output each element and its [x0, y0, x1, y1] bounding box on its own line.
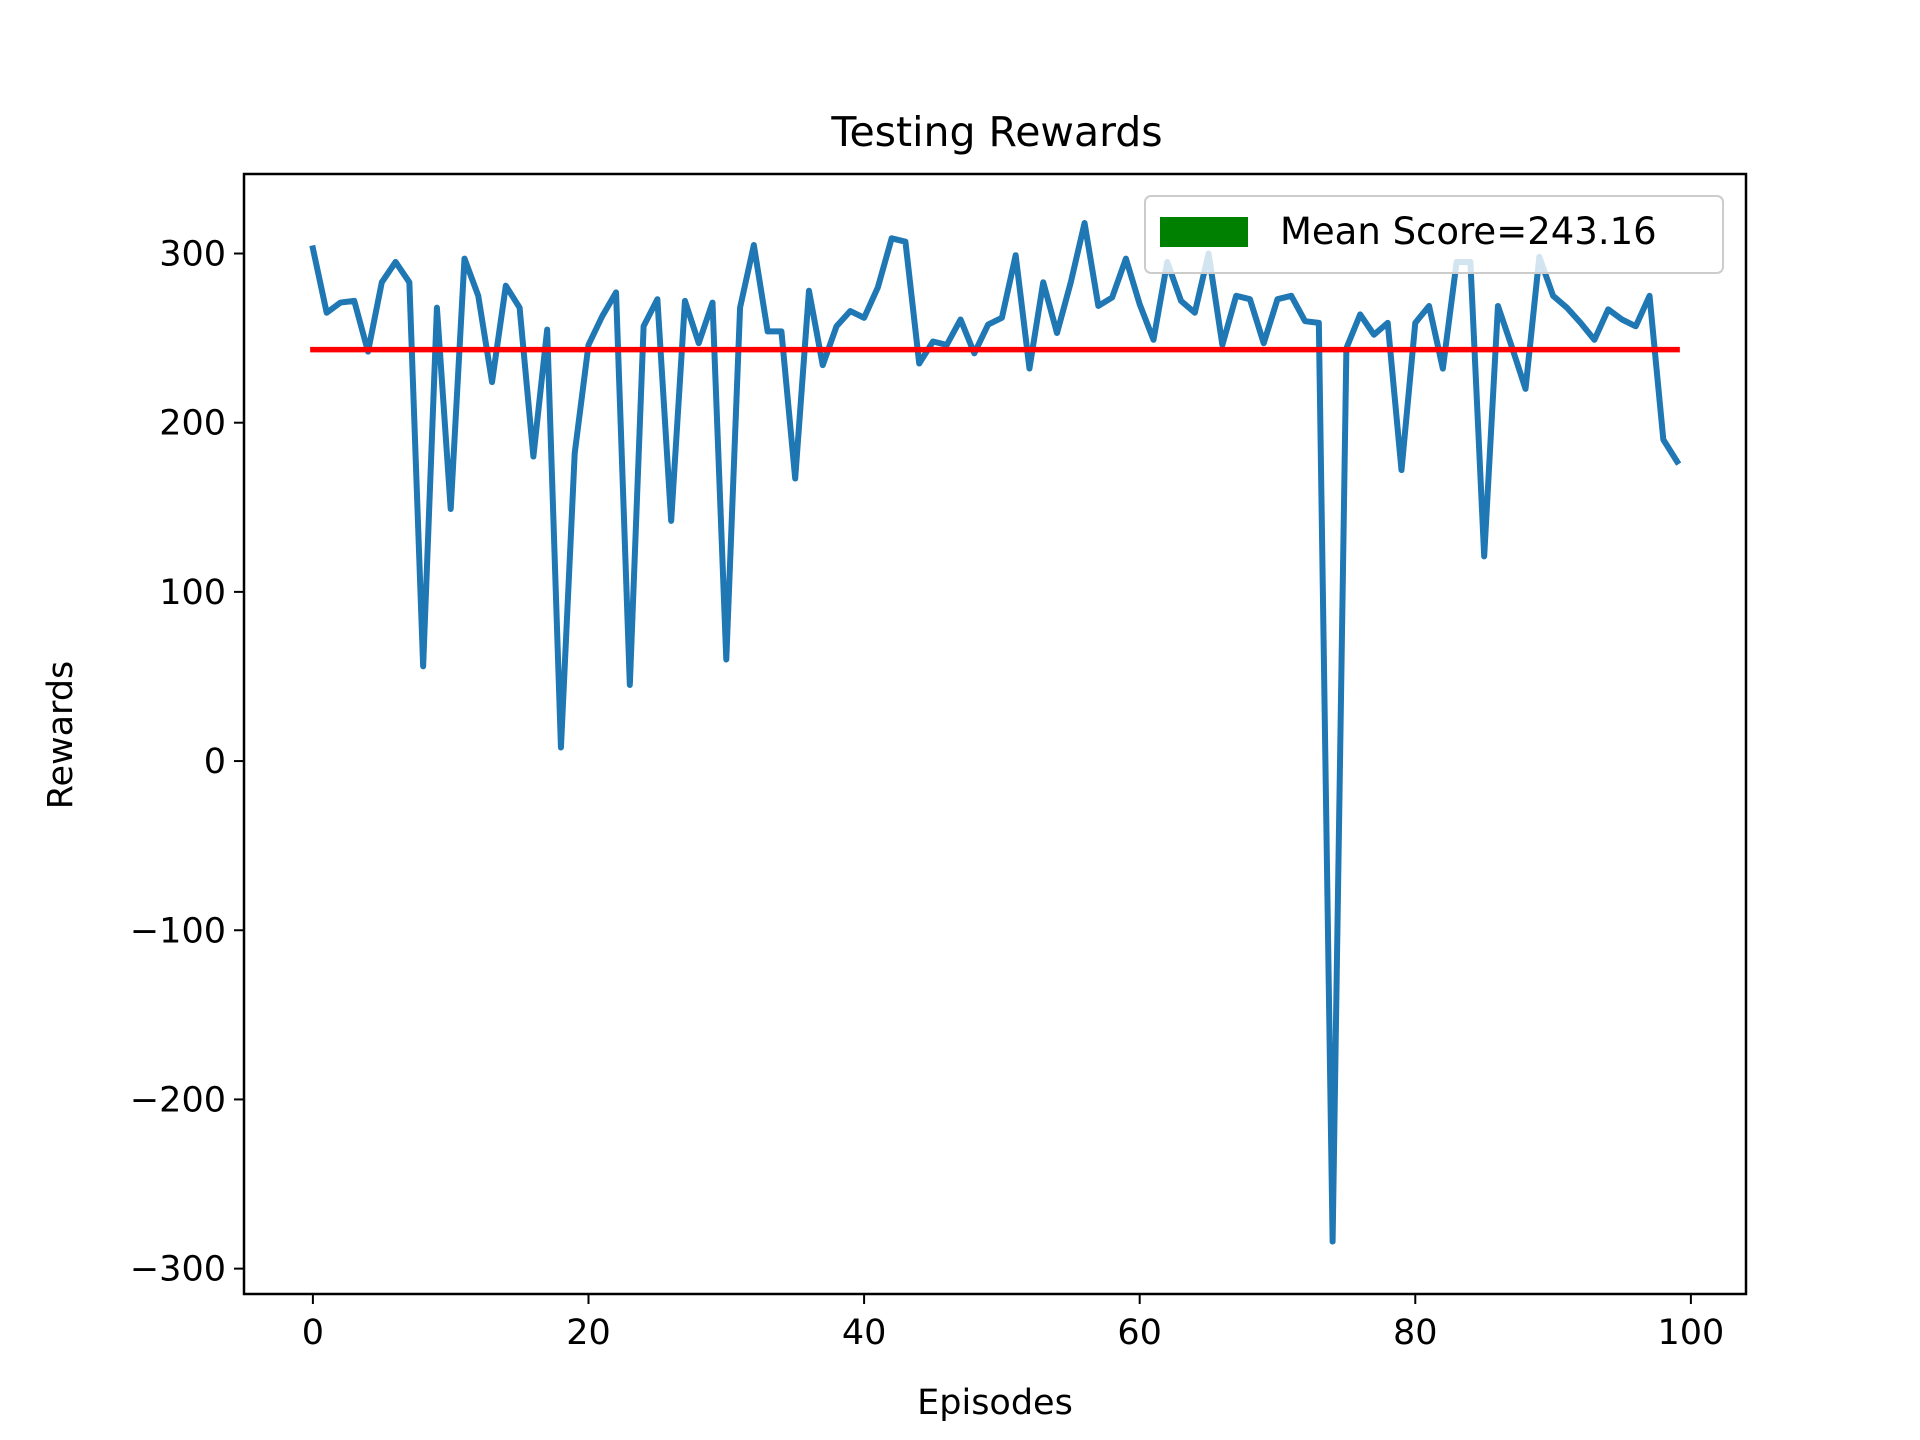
y-tick-label: 100 — [159, 573, 226, 613]
y-axis: −300 −200 −100 0 100 200 300 — [130, 235, 244, 1290]
y-tick-label: −100 — [130, 911, 226, 951]
legend-swatch — [1160, 217, 1248, 247]
x-tick-label: 0 — [302, 1313, 324, 1353]
y-tick-label: 300 — [159, 235, 226, 275]
x-tick-label: 100 — [1657, 1313, 1724, 1353]
y-tick-label: −200 — [130, 1080, 226, 1120]
x-axis-label: Episodes — [917, 1383, 1073, 1423]
chart-title: Testing Rewards — [830, 108, 1162, 156]
rewards-line — [309, 220, 1682, 1245]
y-tick-label: −300 — [130, 1250, 226, 1290]
y-tick-label: 200 — [159, 404, 226, 444]
x-tick-label: 40 — [842, 1313, 887, 1353]
legend: Mean Score=243.16 — [1144, 195, 1724, 274]
x-tick-label: 20 — [566, 1313, 611, 1353]
x-axis: 0 20 40 60 80 100 — [302, 1294, 1724, 1353]
plot-area — [309, 220, 1682, 1245]
plot-frame — [242, 172, 1748, 1296]
x-tick-label: 60 — [1117, 1313, 1162, 1353]
x-tick-label: 80 — [1393, 1313, 1438, 1353]
legend-label: Mean Score=243.16 — [1280, 210, 1657, 253]
y-axis-label: Rewards — [41, 661, 81, 810]
legend-box — [1144, 195, 1724, 274]
y-tick-label: 0 — [204, 742, 226, 782]
